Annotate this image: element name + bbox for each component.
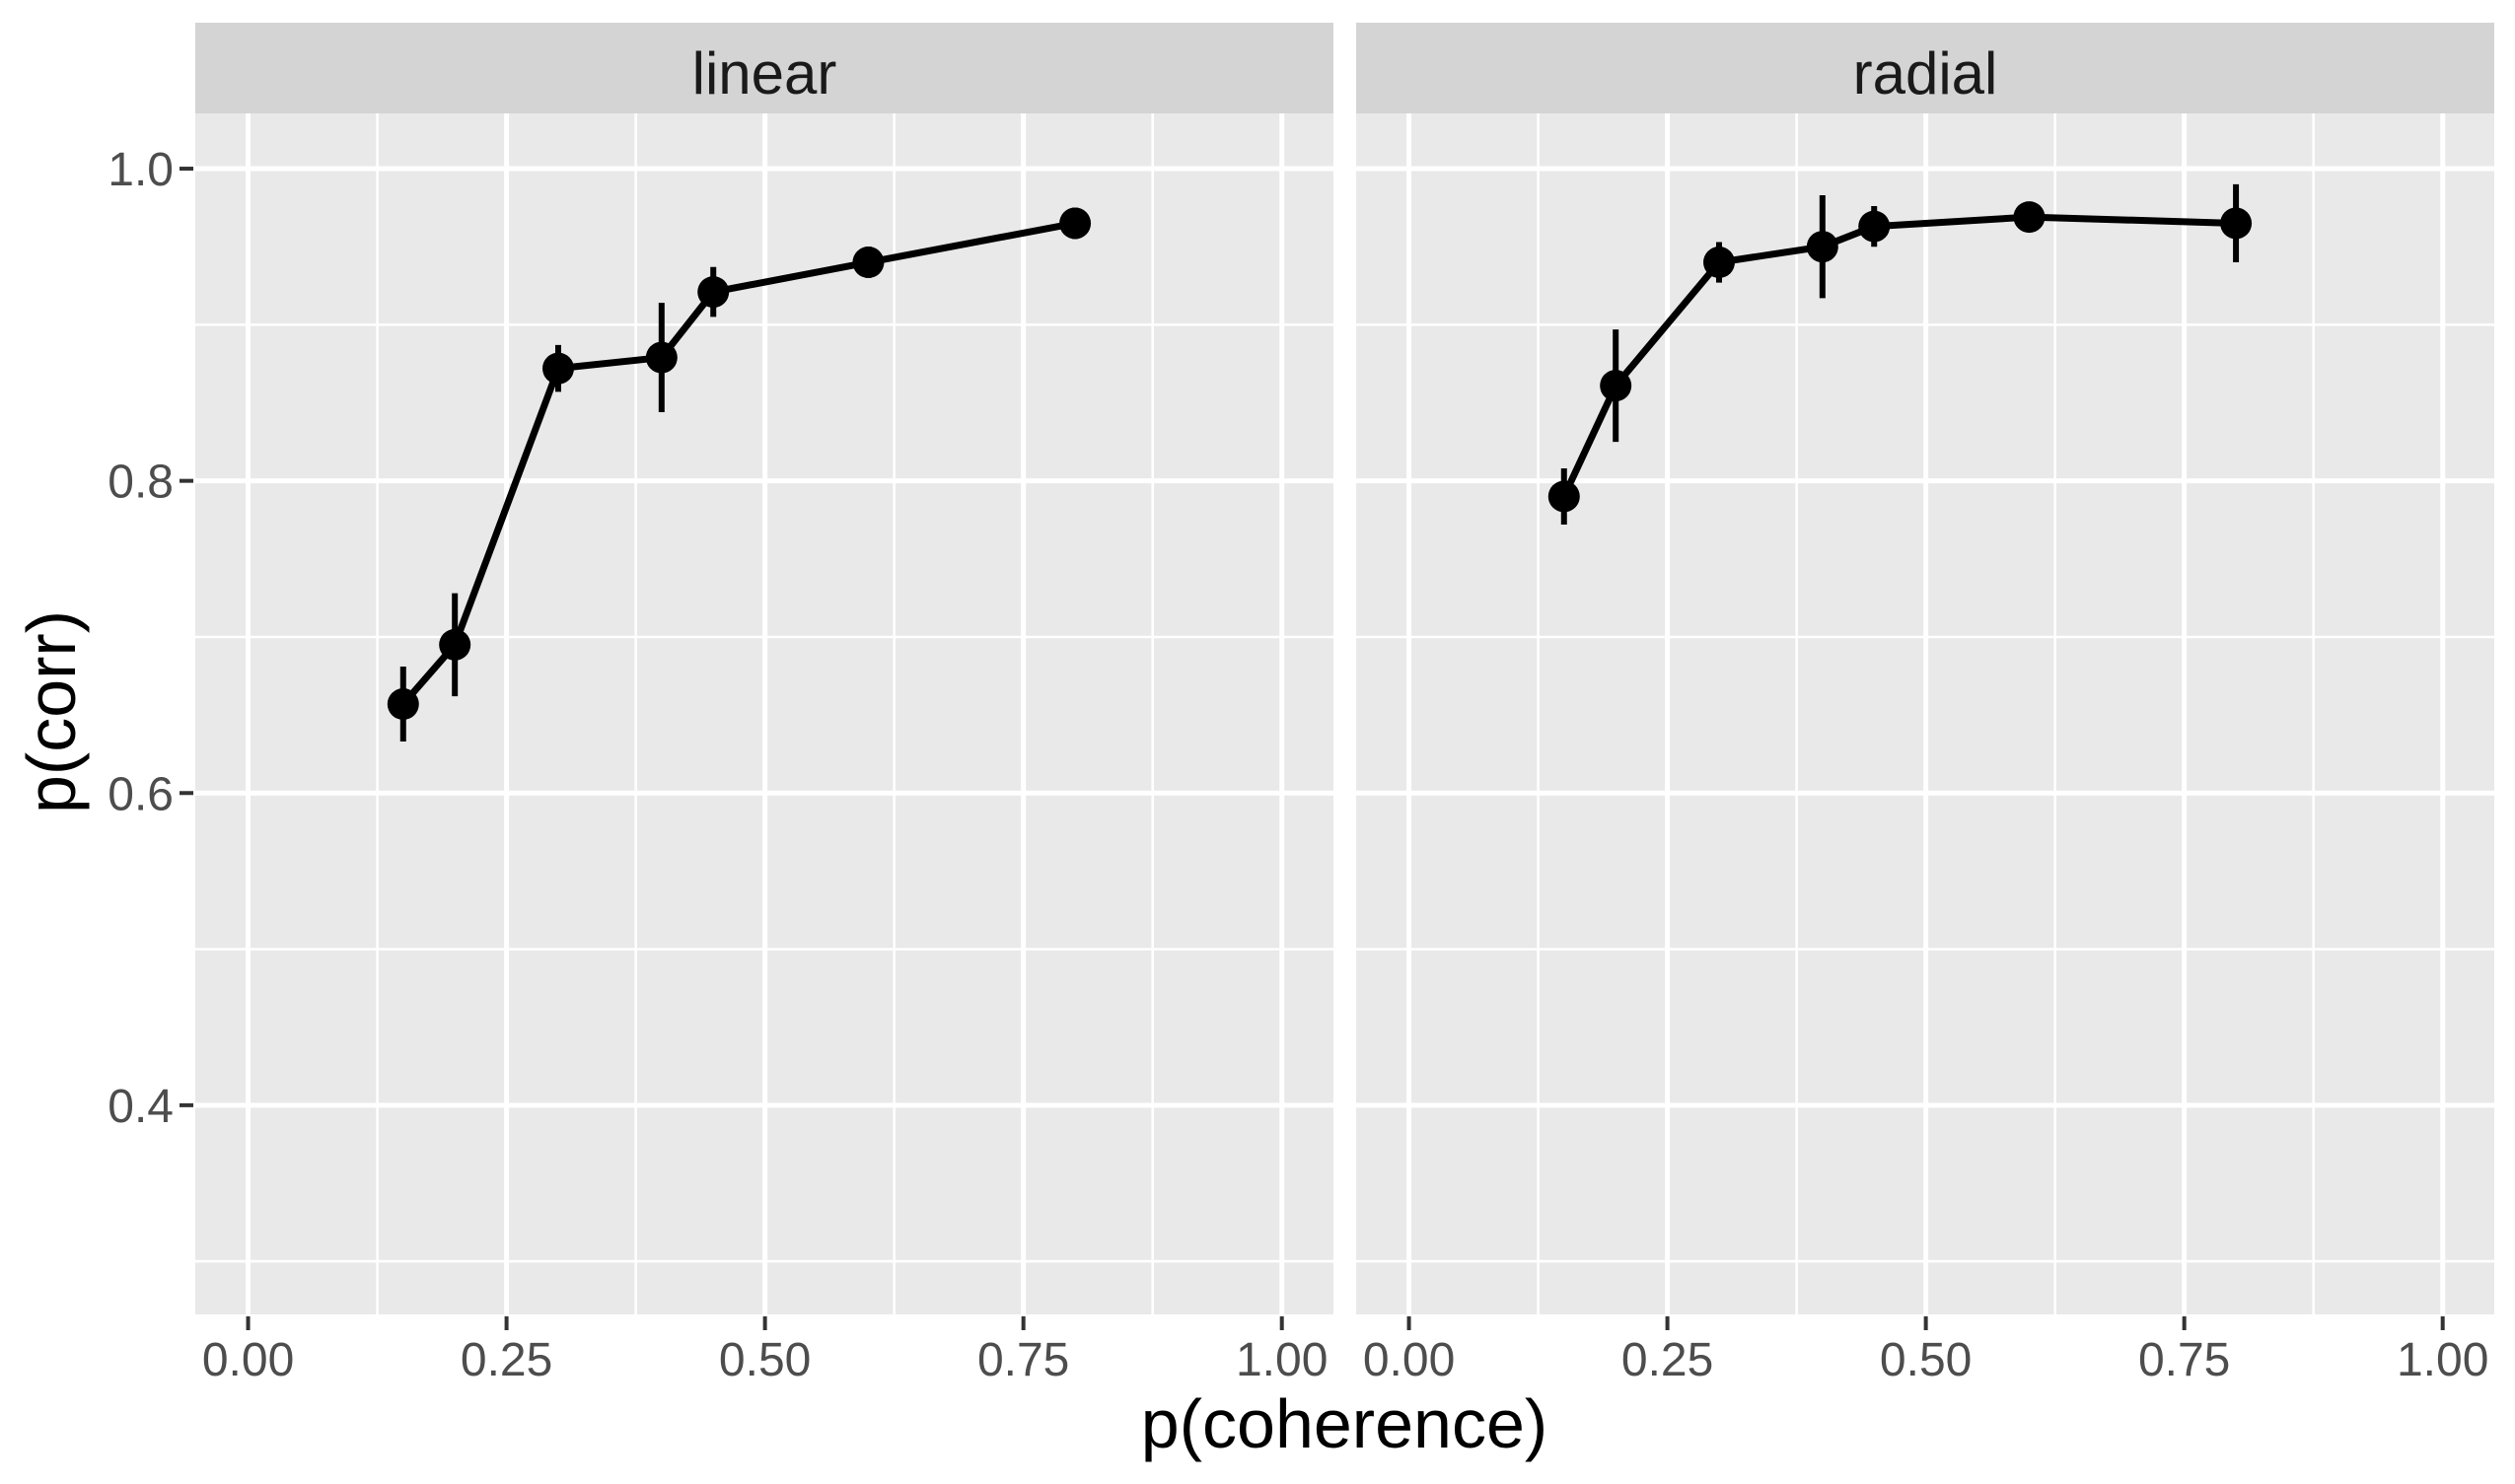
data-point xyxy=(2013,201,2046,234)
y-axis-title: p(corr) xyxy=(13,610,90,813)
data-point xyxy=(852,247,885,279)
data-point xyxy=(1547,480,1580,513)
x-axis-title: p(coherence) xyxy=(1141,1385,1547,1462)
x-tick-label: 0.75 xyxy=(977,1334,1069,1386)
data-point xyxy=(1059,207,1092,240)
panels-layer xyxy=(195,113,2494,1314)
data-point xyxy=(387,688,419,721)
data-point xyxy=(2220,207,2253,240)
x-tick-label: 0.50 xyxy=(719,1334,811,1386)
x-tick-label: 1.00 xyxy=(1236,1334,1328,1386)
x-tick-label: 0.25 xyxy=(461,1334,552,1386)
x-tick-label: 0.25 xyxy=(1621,1334,1713,1386)
y-tick-label: 0.6 xyxy=(108,768,174,820)
axes-layer: 0.00 0.25 0.50 0.75 1.00 0.4 0.6 0.8 1.0 0.00 0.25… xyxy=(108,144,2488,1386)
x-tick-label: 1.00 xyxy=(2397,1334,2488,1386)
data-point xyxy=(697,276,730,309)
x-tick-label: 0.75 xyxy=(2138,1334,2230,1386)
facet-strip-label-radial: radial xyxy=(1853,40,1998,106)
data-point xyxy=(542,352,575,385)
data-point xyxy=(645,341,678,374)
x-tick-label: 0.00 xyxy=(1363,1334,1455,1386)
facet-strip-label-linear: linear xyxy=(692,40,837,106)
x-tick-label: 0.00 xyxy=(202,1334,294,1386)
panel-linear xyxy=(195,113,1333,1314)
data-point xyxy=(1858,210,1891,243)
x-tick-label: 0.50 xyxy=(1880,1334,1972,1386)
facet-strip-radial xyxy=(1356,23,2494,113)
data-point xyxy=(439,628,471,661)
y-tick-label: 0.8 xyxy=(108,457,174,509)
y-tick-label: 1.0 xyxy=(108,144,174,196)
panel-radial xyxy=(1356,113,2494,1314)
data-point xyxy=(1600,370,1632,402)
data-point xyxy=(1806,231,1838,263)
y-tick-label: 0.4 xyxy=(108,1081,174,1133)
facet-strip-linear xyxy=(195,23,1333,113)
data-point xyxy=(1703,247,1736,279)
